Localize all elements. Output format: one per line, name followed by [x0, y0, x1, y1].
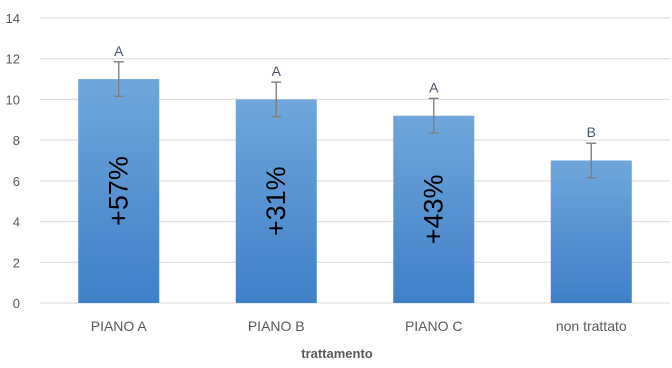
bar [550, 160, 632, 303]
group-letter: A [114, 43, 124, 59]
y-tick-label: 0 [13, 296, 20, 311]
bars [78, 79, 632, 303]
bar [393, 115, 475, 303]
y-tick-label: 8 [13, 133, 20, 148]
group-letter: A [272, 63, 282, 79]
error-bars [113, 61, 597, 179]
y-tick-label: 2 [13, 255, 20, 270]
y-tick-label: 14 [6, 11, 20, 26]
bar [78, 79, 160, 303]
x-axis-title: trattamento [301, 346, 373, 361]
y-tick-label: 10 [6, 92, 20, 107]
y-tick-label: 12 [6, 52, 20, 67]
group-letters: A A A B [114, 43, 596, 140]
bar-percentage-labels: +57% +31% +43% [104, 156, 449, 244]
x-tick-label: PIANO C [405, 318, 463, 334]
group-letter: A [429, 79, 439, 95]
bar-percentage-label: +43% [419, 174, 449, 244]
x-tick-label: PIANO A [91, 318, 148, 334]
y-tick-label: 6 [13, 174, 20, 189]
bar-percentage-label: +57% [104, 156, 134, 226]
x-tick-label: non trattato [556, 318, 627, 334]
x-axis-ticks: PIANO A PIANO B PIANO C non trattato [91, 318, 627, 334]
bar [235, 99, 317, 303]
bar-percentage-label: +31% [261, 166, 291, 236]
y-tick-label: 4 [13, 215, 20, 230]
x-tick-label: PIANO B [248, 318, 305, 334]
group-letter: B [587, 124, 596, 140]
y-axis-ticks: 0 2 4 6 8 10 12 14 [6, 11, 20, 311]
